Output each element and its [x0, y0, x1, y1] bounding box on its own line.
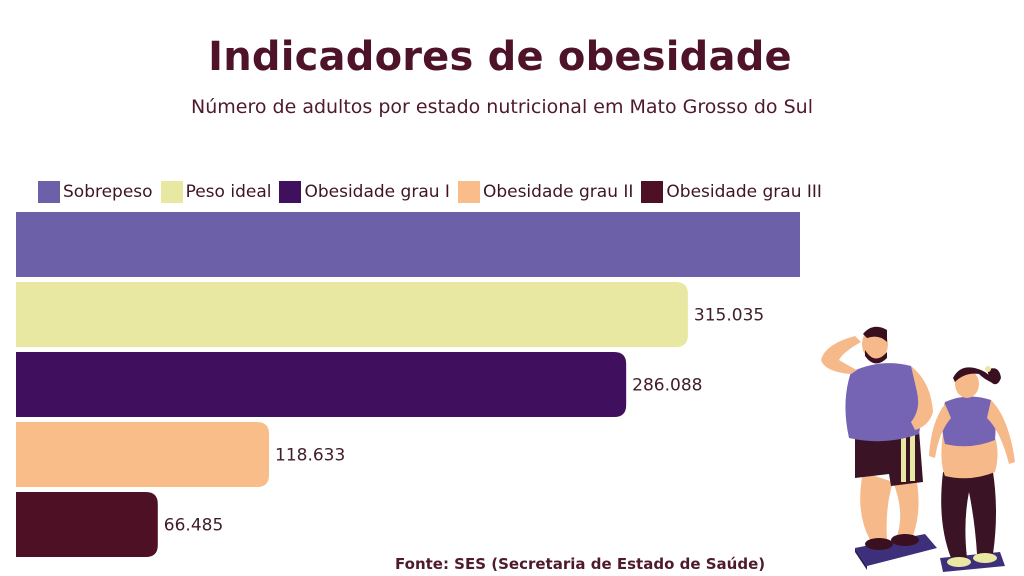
bar-obesidade-grau-iii	[16, 492, 158, 557]
legend-item-obesidade-grau-1: Obesidade grau I	[279, 181, 450, 203]
legend-swatch	[457, 181, 480, 203]
legend-label: Obesidade grau I	[304, 182, 450, 202]
legend-label: Sobrepeso	[63, 182, 153, 202]
bar-obesidade-grau-ii	[16, 422, 270, 487]
legend-swatch	[279, 181, 302, 203]
legend-item-obesidade-grau-2: Obesidade grau II	[457, 181, 634, 203]
legend-item-sobrepeso: Sobrepeso	[38, 181, 153, 203]
chart-title: Indicadores de obesidade	[208, 34, 792, 80]
chart-legend: Sobrepeso Peso ideal Obesidade grau I Ob…	[38, 181, 830, 203]
legend-label: Peso ideal	[185, 182, 272, 202]
bar-value-label: 118.633	[275, 446, 345, 466]
legend-label: Obesidade grau II	[482, 182, 634, 202]
legend-label: Obesidade grau III	[666, 182, 822, 202]
source-note: Fonte: SES (Secretaria de Estado de Saúd…	[395, 555, 766, 573]
bar-value-label: 286.088	[632, 376, 702, 396]
chart-subtitle: Número de adultos por estado nutricional…	[191, 96, 813, 118]
legend-item-obesidade-grau-3: Obesidade grau III	[641, 181, 822, 203]
legend-swatch	[641, 181, 664, 203]
bar-peso-ideal	[16, 282, 688, 347]
legend-swatch	[160, 181, 183, 203]
legend-item-peso-ideal: Peso ideal	[160, 181, 272, 203]
bar-value-label: 66.485	[164, 516, 223, 536]
overweight-couple-illustration	[821, 326, 1015, 572]
bar-value-label: 315.035	[694, 306, 764, 326]
legend-swatch	[38, 181, 60, 203]
bar-obesidade-grau-i	[16, 352, 627, 417]
bar-sobrepeso	[16, 212, 800, 277]
